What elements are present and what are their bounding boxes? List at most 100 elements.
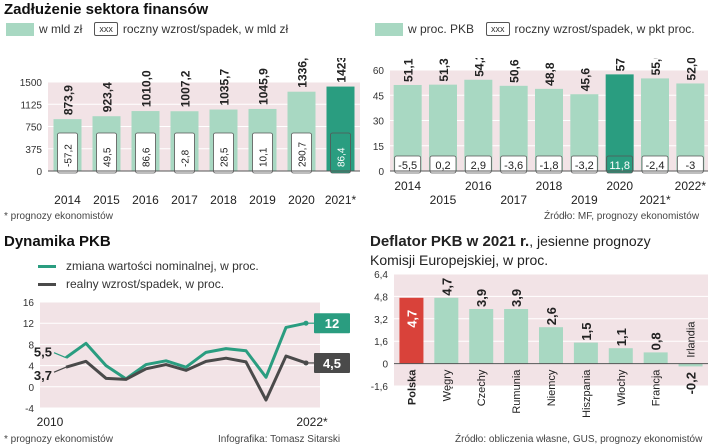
- y-tick-label: 30: [373, 117, 385, 128]
- bar: [641, 78, 669, 171]
- y-tick-label: 4: [28, 362, 34, 373]
- change-box: [641, 155, 669, 174]
- x-tick-label: 2022*: [675, 179, 707, 193]
- legend-line-real: [38, 282, 56, 286]
- x-tick-label: 2016: [132, 193, 159, 207]
- bar-value-label: -0,2: [684, 372, 699, 394]
- legend-swatch-pkb: [375, 22, 403, 36]
- x-tick-label: 2019: [249, 193, 276, 207]
- bar-value-label: 1007,2: [179, 70, 193, 107]
- series-start-label: 5,5: [34, 345, 52, 360]
- source-note-2: Źródło: obliczenia własne, GUS, prognozy…: [455, 434, 703, 445]
- legend-label-mld: w mld zł: [39, 22, 83, 36]
- change-label: -1,8: [540, 160, 559, 172]
- bar-value-label: 50,6: [508, 59, 522, 83]
- y-tick-label: 1125: [20, 100, 42, 111]
- x-tick-label: 2017: [500, 193, 527, 207]
- x-tick-label: 2010: [37, 415, 64, 429]
- debt-pkb-chart: 0 15 30 45 60 51,1 -5,5 2014 51,3 0,2 2015 54,2 2,9 2…: [373, 58, 708, 207]
- credit-note: Infografika: Tomasz Sitarski: [218, 434, 341, 445]
- bar-value-label: 51,1: [402, 58, 416, 82]
- x-tick-label: 2018: [536, 179, 563, 193]
- bar-value-label: 54,2: [472, 58, 486, 77]
- change-box: [606, 155, 634, 174]
- bar-value-label: 1336,6: [296, 58, 310, 88]
- bar-value-label: 1,1: [614, 328, 629, 346]
- x-tick-label: 2022*: [296, 415, 328, 429]
- y-tick-label: 4,8: [374, 292, 388, 303]
- category-label: Polska: [406, 369, 418, 405]
- bar-value-label: 52,0: [684, 58, 698, 80]
- forecast-note-1: * prognozy ekonomistów: [4, 211, 113, 222]
- change-label: -3: [685, 160, 695, 172]
- change-box: [213, 132, 234, 174]
- x-tick-label: 2017: [171, 193, 198, 207]
- bar-value-label: 1423,0: [335, 58, 349, 83]
- change-label: 86,4: [337, 147, 348, 167]
- y-tick-label: 0: [36, 167, 42, 178]
- change-box: [252, 132, 273, 174]
- change-box: [96, 132, 117, 174]
- change-label: -2,8: [181, 149, 192, 167]
- change-box: [464, 155, 492, 174]
- bar-value-label: 1,5: [579, 323, 594, 341]
- y-tick-label: 6,4: [374, 270, 388, 281]
- y-tick-label: 0: [378, 167, 384, 178]
- series-end-label: 4,5: [323, 356, 341, 371]
- deflator-title-rest: , jesienne prognozy: [529, 233, 651, 249]
- bar: [573, 342, 598, 364]
- change-label: -3,6: [504, 160, 523, 172]
- change-label: -5,5: [398, 160, 417, 172]
- x-tick-label: 2021*: [639, 193, 671, 207]
- change-label: 86,6: [142, 147, 153, 167]
- x-tick-label: 2014: [394, 179, 421, 193]
- bar-value-label: 1035,7: [218, 69, 232, 106]
- y-tick-label: 750: [25, 123, 42, 134]
- bar-value-label: 3,9: [509, 289, 524, 307]
- bar: [434, 297, 459, 364]
- bar-value-label: 3,9: [474, 289, 489, 307]
- category-label: Węgry: [441, 369, 453, 401]
- plot-band: [40, 302, 320, 408]
- deflator-title: Deflator PKB w 2021 r., jesienne prognoz…: [370, 233, 651, 250]
- bar-value-label: 57,4: [614, 58, 628, 71]
- y-tick-label: 12: [23, 319, 35, 330]
- category-label: Irlandia: [686, 321, 698, 358]
- y-tick-label: 60: [373, 66, 385, 77]
- y-tick-label: 15: [373, 142, 385, 153]
- category-label: Włochy: [616, 369, 628, 406]
- legend-label-real: realny wzrost/spadek, w proc.: [66, 277, 225, 291]
- category-label: Francja: [651, 369, 663, 407]
- change-box: [330, 132, 351, 174]
- y-tick-label: 1500: [20, 78, 43, 89]
- legend-nominal: zmiana wartości nominalnej, w proc.: [38, 259, 259, 273]
- change-label: -2,4: [646, 160, 665, 172]
- category-label: Rumunia: [511, 369, 523, 414]
- y-tick-label: -1,6: [371, 382, 389, 393]
- deflator-chart: -1,6 0 1,6 3,2 4,8 6,4 4,7 Polska 4,7 Węgry 3,9 Cze…: [371, 270, 708, 418]
- gdp-section-title: Dynamika PKB: [4, 233, 111, 250]
- legend-swatch-mld: [6, 22, 34, 36]
- legend-real: realny wzrost/spadek, w proc.: [38, 277, 224, 291]
- source-note-1: Źródło: MF, prognozy ekonomistów: [544, 211, 700, 222]
- bar: [504, 309, 529, 364]
- series-end-box: [314, 313, 350, 334]
- legend-pkb: w proc. PKB xxx roczny wzrost/spadek, w …: [375, 22, 695, 36]
- category-label: Hiszpania: [581, 369, 593, 418]
- bar-value-label: 51,3: [437, 58, 451, 82]
- x-tick-label: 2021*: [325, 193, 357, 207]
- change-box: [394, 155, 422, 174]
- page-title: Zadłużenie sektora finansów: [4, 1, 209, 18]
- bar: [539, 327, 563, 364]
- legend-label-nominal: zmiana wartości nominalnej, w proc.: [66, 259, 259, 273]
- legend-label-pkb: w proc. PKB: [408, 22, 475, 36]
- x-tick-label: 2015: [430, 193, 457, 207]
- legend-box-mld: xxx: [94, 22, 118, 36]
- y-tick-label: 16: [23, 298, 35, 309]
- change-label: -3,2: [575, 160, 594, 172]
- change-label: 0,2: [435, 160, 450, 172]
- y-tick-label: 8: [28, 340, 34, 351]
- y-tick-label: 0: [28, 383, 34, 394]
- series-line: [65, 321, 307, 381]
- series-end-label: 12: [325, 316, 339, 331]
